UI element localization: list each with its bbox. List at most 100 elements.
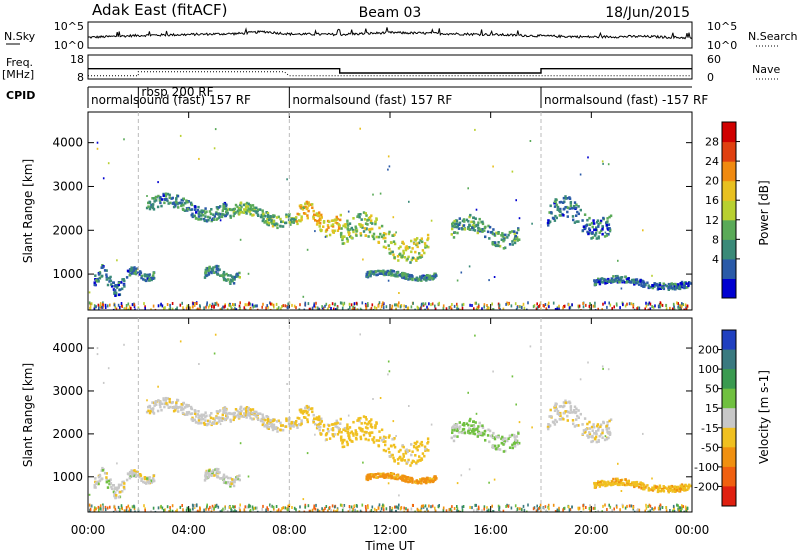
velocity-clutter-cell xyxy=(461,508,464,512)
velocity-echo-cell xyxy=(452,425,455,428)
velocity-echo-cell xyxy=(145,410,149,414)
power-echo-cell xyxy=(254,210,257,213)
power-clutter-cell xyxy=(657,304,660,308)
velocity-echo-cell xyxy=(420,479,423,482)
velocity-echo-cell xyxy=(428,477,432,480)
freq-line xyxy=(88,68,692,74)
velocity-sparse-cell xyxy=(515,403,517,406)
velocity-echo-cell xyxy=(170,401,173,405)
power-echo-cell xyxy=(142,278,145,281)
velocity-sparse-cell xyxy=(102,381,105,384)
power-echo-cell xyxy=(662,282,665,286)
velocity-echo-cell xyxy=(595,430,598,433)
power-echo-cell xyxy=(208,216,212,220)
velocity-echo-cell xyxy=(212,469,215,472)
velocity-echo-cell xyxy=(658,484,662,488)
velocity-echo-cell xyxy=(608,419,611,423)
power-clutter-cell xyxy=(522,302,525,306)
power-echo-cell xyxy=(262,217,265,221)
power-echo-cell xyxy=(225,272,228,276)
velocity-echo-cell xyxy=(599,423,603,427)
power-echo-cell xyxy=(262,212,265,216)
velocity-clutter-cell xyxy=(143,504,145,508)
velocity-echo-cell xyxy=(174,405,178,408)
power-echo-cell xyxy=(253,206,256,210)
velocity-clutter-cell xyxy=(616,505,618,509)
power-echo-cell xyxy=(277,215,280,219)
velocity-echo-cell xyxy=(229,418,232,422)
power-sparse-cell xyxy=(475,208,478,211)
power-echo-cell xyxy=(458,217,461,220)
power-clutter-cell xyxy=(207,305,210,309)
power-clutter-cell xyxy=(150,308,152,310)
power-echo-cell xyxy=(428,277,431,280)
velocity-clutter-cell xyxy=(339,503,342,507)
velocity-clutter-cell xyxy=(397,506,400,510)
velocity-echo-cell xyxy=(179,405,182,409)
velocity-clutter-cell xyxy=(672,504,675,508)
velocity-echo-cell xyxy=(658,486,662,489)
power-echo-cell xyxy=(316,221,320,225)
velocity-echo-cell xyxy=(647,486,650,490)
power-echo-cell xyxy=(559,214,562,217)
power-echo-cell xyxy=(414,278,417,282)
velocity-echo-cell xyxy=(431,477,434,481)
y-tick-label: 4000 xyxy=(52,136,83,150)
power-echo-cell xyxy=(247,202,250,206)
power-echo-cell xyxy=(261,209,264,212)
velocity-clutter-cell xyxy=(304,505,307,509)
power-echo-cell xyxy=(382,245,386,249)
power-echo-cell xyxy=(553,205,557,208)
velocity-echo-cell xyxy=(463,431,467,435)
power-clutter-cell xyxy=(181,301,183,305)
power-echo-cell xyxy=(386,269,390,273)
velocity-clutter-cell xyxy=(230,507,232,511)
power-echo-cell xyxy=(364,212,367,215)
power-echo-cell xyxy=(401,240,404,244)
power-echo-cell xyxy=(164,194,168,198)
power-clutter-cell xyxy=(515,308,518,310)
power-echo-cell xyxy=(344,225,347,229)
power-echo-cell xyxy=(355,227,358,230)
velocity-echo-cell xyxy=(571,419,575,422)
power-echo-cell xyxy=(159,196,162,199)
power-echo-cell xyxy=(261,219,264,223)
power-colorbar-segment xyxy=(722,200,736,221)
velocity-echo-cell xyxy=(495,447,498,451)
power-clutter-cell xyxy=(486,304,488,307)
velocity-clutter-cell xyxy=(314,507,317,511)
velocity-echo-cell xyxy=(607,436,610,440)
power-echo-cell xyxy=(607,223,611,226)
power-echo-cell xyxy=(557,209,561,212)
power-clutter-cell xyxy=(506,301,508,305)
power-sparse-cell xyxy=(306,248,309,251)
power-echo-cell xyxy=(217,265,220,268)
power-echo-cell xyxy=(105,273,108,276)
velocity-echo-cell xyxy=(584,430,587,434)
power-echo-cell xyxy=(117,283,120,287)
power-echo-cell xyxy=(411,247,414,250)
power-echo-cell xyxy=(239,210,243,214)
velocity-echo-cell xyxy=(401,444,404,447)
power-echo-cell xyxy=(333,218,337,222)
power-clutter-cell xyxy=(488,306,490,310)
power-echo-cell xyxy=(562,207,565,211)
power-sparse-cell xyxy=(286,178,288,181)
power-echo-cell xyxy=(387,232,391,236)
power-echo-cell xyxy=(251,207,254,211)
power-echo-cell xyxy=(555,203,558,207)
velocity-echo-cell xyxy=(550,415,553,418)
power-echo-cell xyxy=(450,233,453,236)
power-echo-cell xyxy=(618,278,621,282)
power-echo-cell xyxy=(432,277,435,280)
velocity-echo-cell xyxy=(574,410,578,414)
velocity-echo-cell xyxy=(300,422,303,426)
x-tick-label: 04:00 xyxy=(171,523,206,537)
velocity-clutter-cell xyxy=(251,505,254,509)
velocity-clutter-cell xyxy=(315,503,317,507)
power-echo-cell xyxy=(197,218,200,221)
power-echo-cell xyxy=(199,214,203,217)
velocity-clutter-cell xyxy=(481,509,483,512)
power-clutter-cell xyxy=(679,303,681,307)
velocity-echo-cell xyxy=(122,486,126,489)
